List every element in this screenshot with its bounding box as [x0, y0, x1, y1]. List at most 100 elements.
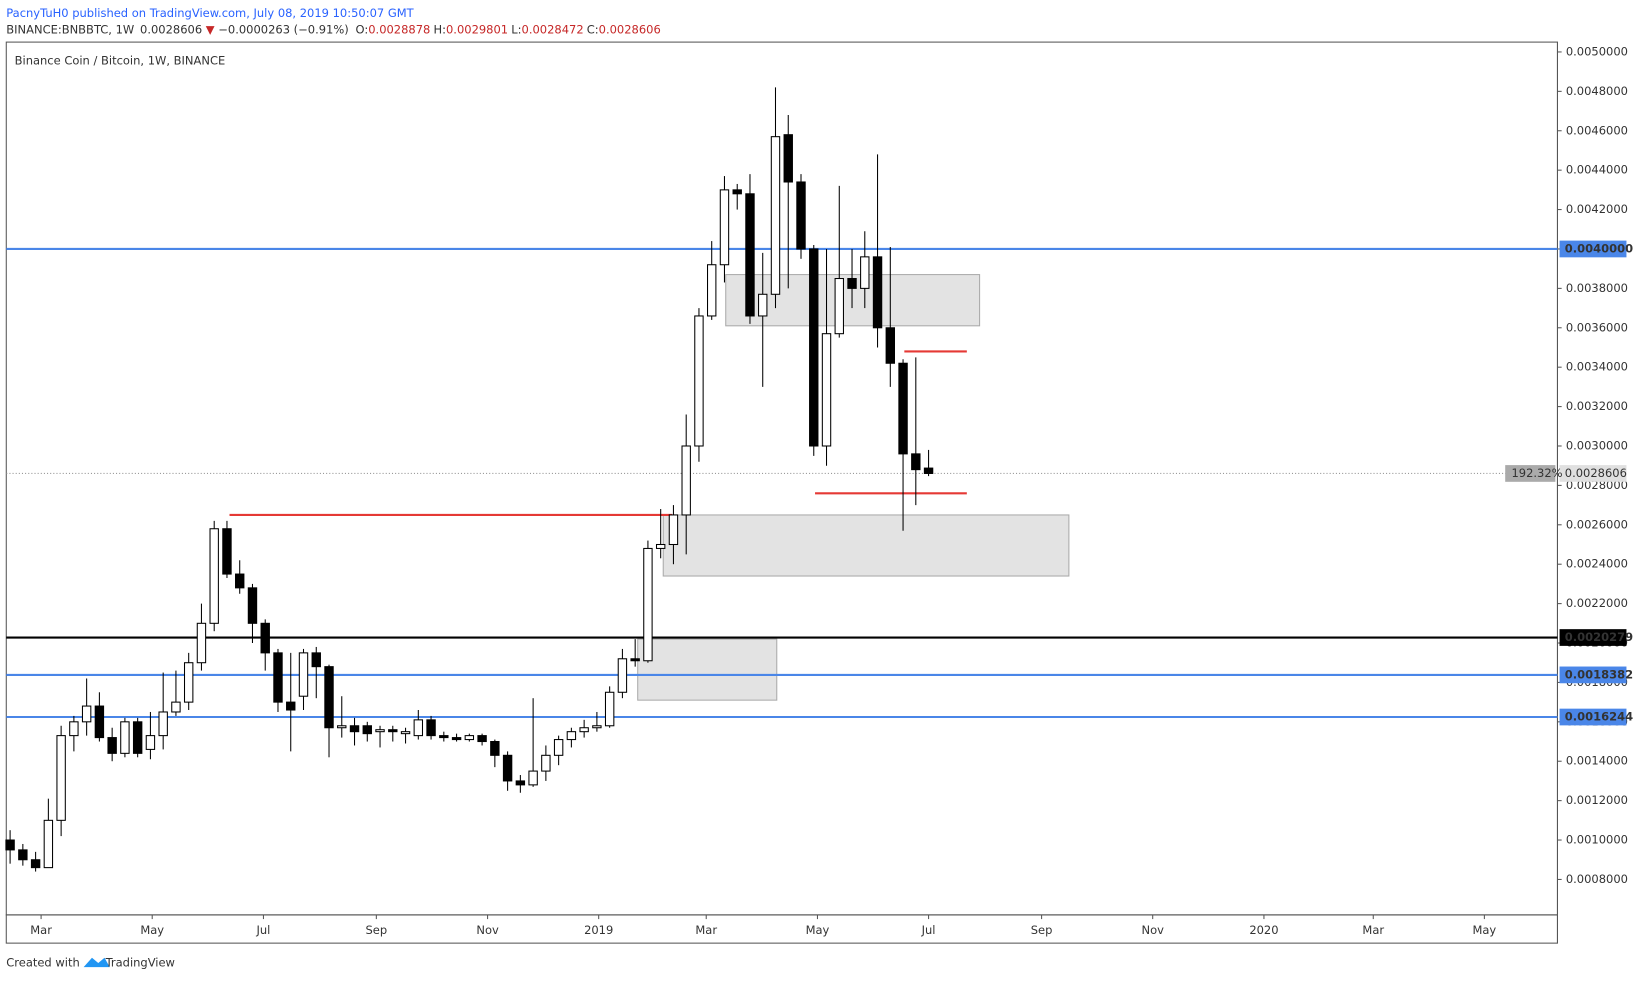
x-tick-label: Sep: [366, 923, 388, 937]
zone: [637, 638, 778, 701]
x-tick-label: Sep: [1031, 923, 1053, 937]
candle-body: [860, 256, 870, 289]
change-bg: [1505, 465, 1556, 482]
candle-body: [132, 721, 143, 754]
x-tick-label: May: [140, 923, 164, 937]
footer-created: Created with: [6, 955, 79, 969]
candle-body: [183, 662, 194, 703]
candle-body: [158, 711, 168, 737]
x-tick-label: Nov: [1141, 923, 1164, 937]
candle-body: [592, 725, 602, 729]
last-price-bg: [1559, 465, 1627, 482]
y-tick-label: 0.0048000: [1566, 84, 1628, 98]
footer-brand: TradingView: [105, 955, 175, 969]
candle-body: [18, 849, 28, 861]
ohlc-value: 0.0028606: [599, 22, 661, 36]
candle-body: [553, 739, 564, 756]
y-tick-label: 0.0030000: [1566, 438, 1628, 452]
candle-body: [439, 735, 449, 739]
y-tick-label: 0.0036000: [1566, 320, 1628, 334]
chart-title: Binance Coin / Bitcoin, 1W, BINANCE: [15, 53, 226, 67]
candle-body: [56, 735, 66, 821]
level-label-bg: [1559, 240, 1627, 258]
candle-body: [707, 264, 717, 317]
x-tick-label: 2019: [584, 923, 613, 937]
y-tick-label: 0.0042000: [1566, 202, 1628, 216]
candle-body: [796, 181, 806, 250]
y-tick-label: 0.0046000: [1566, 123, 1628, 137]
candle-body: [617, 658, 628, 693]
down-arrow: ▼: [206, 22, 215, 36]
level-label: 0.0040000: [1565, 241, 1633, 255]
x-tick-label: Mar: [30, 923, 52, 937]
candle-body: [655, 543, 666, 549]
candle-body: [81, 705, 92, 723]
byline: PacnyTuH0 published on TradingView.com, …: [6, 5, 414, 19]
candle-body: [247, 587, 258, 624]
candle-body: [273, 652, 283, 703]
candle-body: [69, 721, 79, 737]
ohlc-label: O:: [356, 22, 369, 36]
candle-body: [311, 652, 321, 668]
y-tick-label: 0.0024000: [1566, 557, 1628, 571]
y-tick-label: 0.0014000: [1566, 754, 1628, 768]
candle-body: [898, 362, 908, 455]
candle-body: [375, 729, 385, 733]
x-tick-label: 2020: [1249, 923, 1278, 937]
candle-body: [5, 839, 15, 851]
candle-body: [783, 134, 793, 183]
candle-body: [923, 467, 934, 474]
ohlc-label: L:: [511, 22, 521, 36]
x-tick-label: Jul: [256, 923, 271, 937]
candle-body: [477, 735, 487, 743]
candle-body: [847, 278, 857, 289]
candle-body: [286, 701, 296, 711]
candle-body: [388, 729, 398, 733]
ohlc-label: H:: [433, 22, 446, 36]
candle-body: [413, 719, 424, 737]
last-value: 0.0028606: [140, 22, 202, 36]
candle-body: [732, 189, 742, 195]
candle-body: [324, 666, 334, 729]
x-tick-label: Jul: [921, 923, 936, 937]
candle-body: [400, 731, 411, 735]
candle-body: [745, 193, 755, 317]
ohlc-label: C:: [587, 22, 599, 36]
y-tick-label: 0.0050000: [1566, 44, 1628, 58]
tv-logo: [83, 957, 110, 968]
candle-body: [451, 737, 462, 741]
candle-body: [94, 705, 105, 739]
candle-body: [235, 573, 245, 589]
candle-body: [515, 780, 526, 786]
candle-body: [337, 725, 347, 729]
x-tick-label: Mar: [695, 923, 717, 937]
candle-body: [809, 248, 819, 447]
level-label: 0.0018382: [1565, 667, 1633, 681]
ohlc-value: 0.0029801: [446, 22, 508, 36]
candle-body: [681, 445, 691, 516]
y-tick-label: 0.0008000: [1566, 872, 1628, 886]
candle-body: [145, 735, 156, 750]
candle-body: [120, 721, 130, 754]
change: −0.0000263 (−0.91%): [218, 22, 348, 36]
candle-body: [770, 136, 781, 295]
candle-body: [668, 514, 679, 546]
candle-body: [566, 731, 577, 741]
zone: [662, 514, 1070, 577]
level-label-bg: [1559, 708, 1627, 726]
y-tick-label: 0.0010000: [1566, 833, 1628, 847]
candle-body: [260, 622, 270, 654]
level-label: 0.0016244: [1565, 710, 1633, 724]
candle-body: [528, 770, 538, 786]
y-tick-label: 0.0022000: [1566, 596, 1628, 610]
candle-body: [222, 528, 232, 575]
y-tick-label: 0.0038000: [1566, 281, 1628, 295]
candle-body: [349, 725, 360, 733]
candle-body: [579, 727, 589, 733]
candle-body: [821, 333, 832, 447]
level-label-bg: [1559, 629, 1627, 646]
ohlc-value: 0.0028472: [522, 22, 584, 36]
candle-body: [834, 278, 844, 335]
